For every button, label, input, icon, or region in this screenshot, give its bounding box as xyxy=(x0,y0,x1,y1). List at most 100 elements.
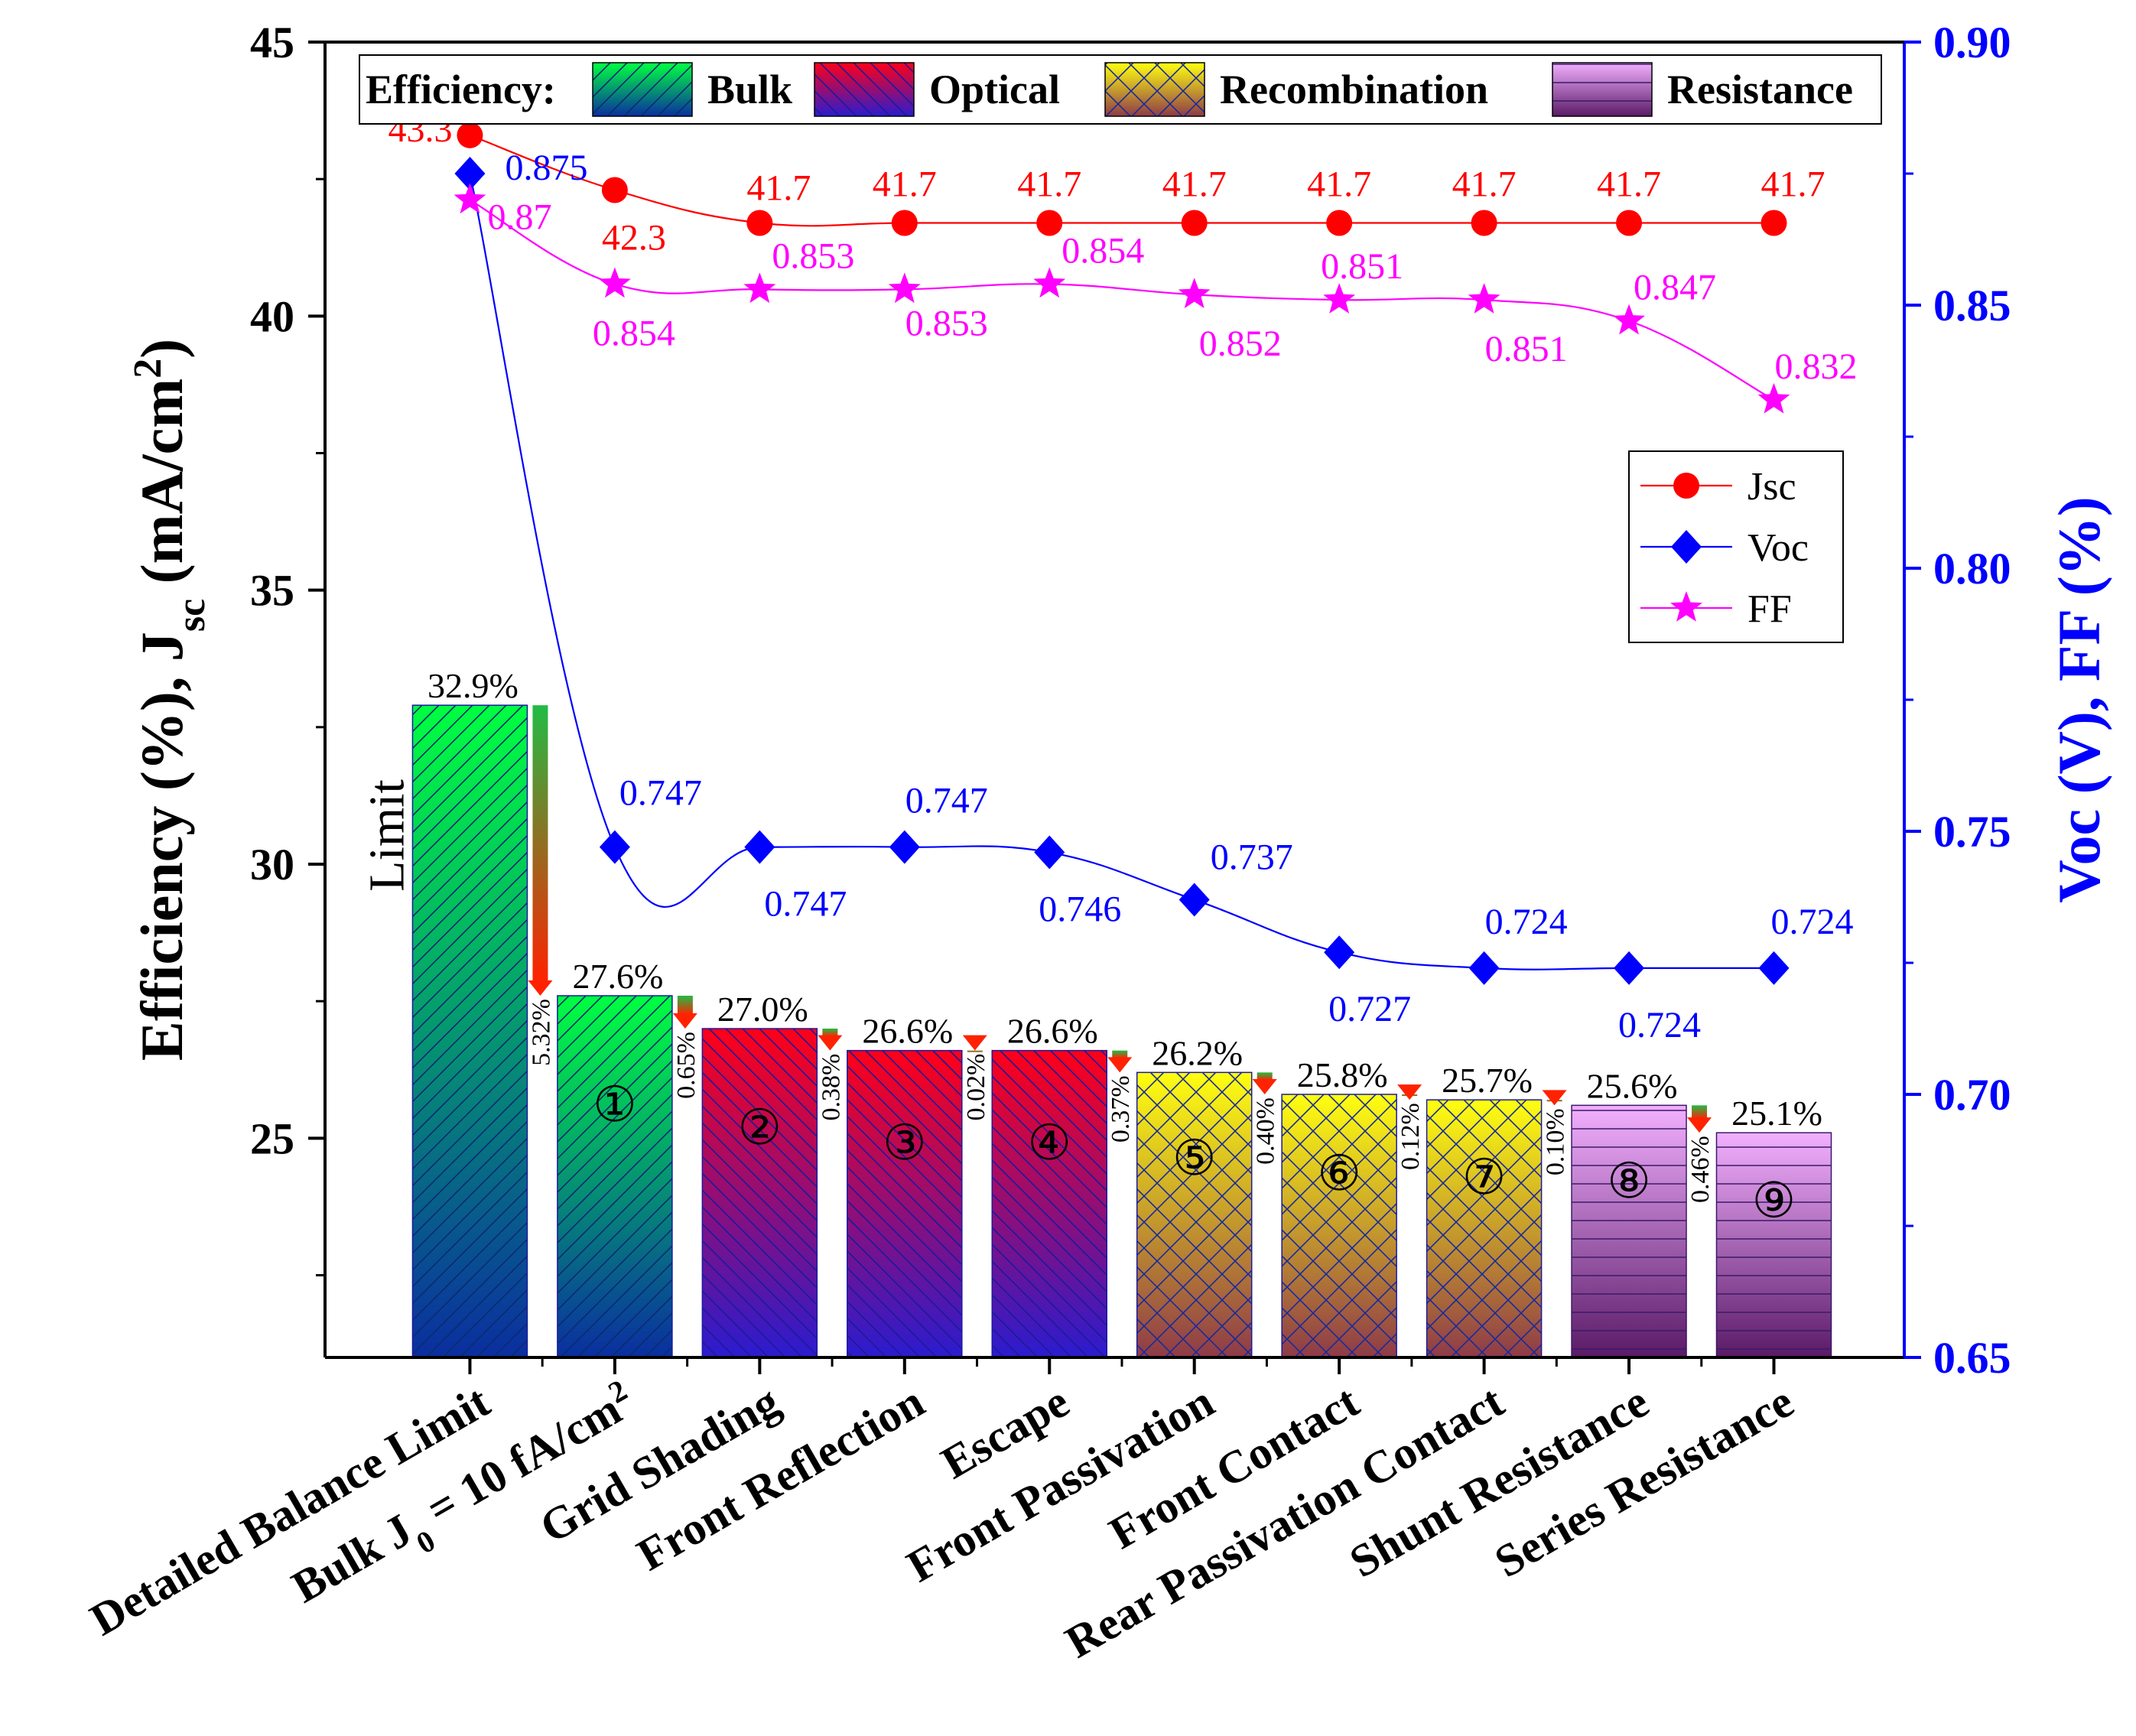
series-jsc-point-7 xyxy=(1326,210,1353,236)
step-number-5: ⑤ xyxy=(1172,1131,1216,1185)
series-jsc-point-9 xyxy=(1616,210,1643,236)
y2-tick-label-3: 0.80 xyxy=(1933,544,2011,593)
efficiency-bar-hatch-7 xyxy=(1281,1094,1397,1358)
series-jsc-point-10 xyxy=(1760,210,1787,236)
series-ff-label-8: 0.851 xyxy=(1485,329,1568,369)
series-jsc-label-10: 41.7 xyxy=(1760,164,1825,205)
series-ff-point-10 xyxy=(1757,382,1790,414)
series-ff-label-5: 0.854 xyxy=(1061,230,1144,271)
efficiency-value-label-5: 26.6% xyxy=(1007,1012,1098,1051)
series-jsc-label-8: 41.7 xyxy=(1452,164,1517,205)
efficiency-value-label-1: 32.9% xyxy=(428,666,519,705)
line-legend-label-ff: FF xyxy=(1747,587,1792,631)
loss-label-8: 0.10% xyxy=(1542,1108,1570,1175)
series-jsc-label-9: 41.7 xyxy=(1597,164,1661,205)
series-voc-label-5: 0.746 xyxy=(1039,889,1121,930)
y2-tick-label-1: 0.70 xyxy=(1933,1070,2011,1120)
efficiency-bar-hatch-4 xyxy=(847,1049,963,1358)
series-voc-label-10: 0.724 xyxy=(1770,902,1853,942)
line-legend-label-voc: Voc xyxy=(1747,526,1809,570)
series-voc-line xyxy=(469,173,1774,970)
series-voc-point-1 xyxy=(454,157,486,190)
legend-label-resistance: Resistance xyxy=(1667,67,1853,112)
efficiency-bar-hatch-9 xyxy=(1571,1104,1687,1358)
series-jsc-label-4: 41.7 xyxy=(873,164,937,205)
series-ff-point-3 xyxy=(743,272,776,304)
efficiency-value-label-7: 25.8% xyxy=(1297,1055,1388,1094)
efficiency-legend-title: Efficiency: xyxy=(366,67,556,112)
legend-swatch-hatch-optical xyxy=(814,62,915,117)
y-tick-label-1: 30 xyxy=(250,840,294,889)
step-number-7: ⑦ xyxy=(1462,1150,1506,1204)
series-ff-label-1: 0.87 xyxy=(487,197,551,237)
series-ff-point-8 xyxy=(1468,283,1500,314)
series-ff-point-2 xyxy=(598,267,631,298)
legend-swatch-hatch-resistance xyxy=(1552,62,1653,117)
legend-label-optical: Optical xyxy=(929,67,1060,112)
loss-arrowhead-3 xyxy=(818,1035,843,1051)
series-jsc-point-1 xyxy=(457,122,483,148)
loss-arrowhead-2 xyxy=(672,1013,697,1029)
loss-arrow-3 xyxy=(822,1029,838,1037)
series-ff-label-7: 0.851 xyxy=(1321,246,1403,287)
y2-tick-label-2: 0.75 xyxy=(1933,807,2011,857)
efficiency-value-label-8: 25.7% xyxy=(1442,1061,1533,1100)
series-voc-point-6 xyxy=(1179,883,1210,917)
loss-arrowhead-7 xyxy=(1397,1084,1422,1100)
loss-label-1: 5.32% xyxy=(527,999,555,1066)
line-legend-label-jsc: Jsc xyxy=(1747,465,1796,509)
loss-arrow-5 xyxy=(1112,1050,1128,1059)
loss-label-7: 0.12% xyxy=(1396,1103,1425,1170)
step-number-3: ③ xyxy=(883,1116,926,1170)
y2-tick-label-5: 0.90 xyxy=(1933,18,2011,67)
series-jsc-label-2: 42.3 xyxy=(602,218,666,258)
series-voc-point-4 xyxy=(889,830,920,864)
series-voc-point-2 xyxy=(599,830,630,864)
y-axis-title: Efficiency (%), Jsc (mA/cm2) xyxy=(126,339,213,1061)
series-ff-label-2: 0.854 xyxy=(593,313,675,353)
series-voc-label-2: 0.747 xyxy=(619,773,702,814)
loss-arrow-2 xyxy=(677,996,693,1015)
series-ff-label-4: 0.853 xyxy=(905,303,988,343)
series-voc-point-5 xyxy=(1034,835,1065,870)
loss-label-2: 0.65% xyxy=(672,1032,701,1099)
series-jsc-point-8 xyxy=(1471,210,1497,236)
bar-layer: 32.9% 27.6% ① 27.0% ② 26.6% ③ 26.6% ④ 26.2% ⑤ 25.8%… xyxy=(359,666,1832,1358)
efficiency-bar-hatch-2 xyxy=(557,995,673,1358)
series-jsc-label-3: 41.7 xyxy=(746,168,811,209)
limit-label: Limit xyxy=(359,779,415,892)
series-voc-label-3: 0.747 xyxy=(764,884,847,925)
y-tick-label-0: 25 xyxy=(250,1113,294,1163)
loss-arrowhead-6 xyxy=(1252,1079,1277,1094)
series-ff-point-4 xyxy=(888,272,921,304)
series-ff-label-6: 0.852 xyxy=(1199,323,1282,364)
loss-label-3: 0.38% xyxy=(817,1054,845,1121)
loss-arrow-4 xyxy=(967,1050,983,1052)
efficiency-value-label-3: 27.0% xyxy=(717,990,808,1029)
loss-label-4: 0.02% xyxy=(962,1054,990,1121)
loss-arrowhead-1 xyxy=(528,980,553,996)
line-legend-marker-ff xyxy=(1670,591,1702,622)
series-ff: 0.87 0.854 0.853 0.853 0.854 0.852 0.851 0.851 0… xyxy=(454,183,1857,414)
series-voc-point-9 xyxy=(1614,951,1645,985)
loss-arrowhead-8 xyxy=(1542,1090,1567,1106)
efficiency-bar-hatch-6 xyxy=(1136,1071,1253,1358)
series-jsc-label-5: 41.7 xyxy=(1017,164,1081,205)
series-ff-point-6 xyxy=(1178,278,1211,309)
efficiency-bar-hatch-1 xyxy=(411,704,528,1358)
series-voc-point-7 xyxy=(1324,935,1355,970)
efficiency-bar-hatch-5 xyxy=(991,1049,1107,1358)
y2-tick-label-4: 0.85 xyxy=(1933,281,2011,330)
series-voc-point-10 xyxy=(1758,951,1790,985)
series-voc-label-4: 0.747 xyxy=(905,781,988,821)
loss-arrow-9 xyxy=(1692,1105,1708,1120)
series-jsc-point-4 xyxy=(891,210,918,236)
step-number-8: ⑧ xyxy=(1607,1154,1650,1208)
series-voc: 0.875 0.747 0.747 0.747 0.746 0.737 0.727 0.724… xyxy=(454,148,1853,1045)
efficiency-value-label-2: 27.6% xyxy=(572,957,663,996)
series-jsc-point-3 xyxy=(746,210,773,236)
legend-swatch-hatch-recombination xyxy=(1104,62,1205,117)
loss-arrow-6 xyxy=(1257,1072,1273,1081)
legend-label-bulk: Bulk xyxy=(707,67,792,112)
loss-arrowhead-9 xyxy=(1687,1117,1712,1133)
